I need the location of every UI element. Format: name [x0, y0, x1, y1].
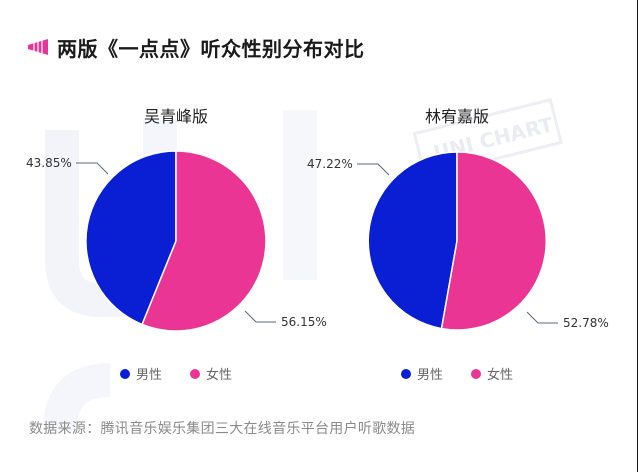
leader-line-male: [76, 162, 109, 175]
leader-line-female: [244, 310, 276, 323]
data-source-note: 数据来源：腾讯音乐娱乐集团三大在线音乐平台用户听歌数据: [29, 421, 416, 437]
male-percentage-label-2: 47.22%: [307, 157, 353, 171]
pie-slice-male[interactable]: [85, 150, 177, 326]
male-percentage-label-1: 43.85%: [26, 156, 72, 170]
header: 两版《一点点》听众性别分布对比: [28, 34, 365, 61]
female-percentage-label-2: 52.78%: [563, 316, 609, 330]
pie-title-2: 林宥嘉版: [424, 107, 489, 126]
legend-label: 女性: [206, 368, 233, 383]
female-dot-icon: [190, 368, 201, 379]
legend-item-female[interactable]: 女性: [190, 364, 232, 383]
pie-chart-2: [357, 151, 558, 331]
legend-item-male[interactable]: 男性: [401, 364, 443, 383]
legend-1: 男性 女性: [120, 364, 260, 383]
pie-slice-male[interactable]: [367, 151, 458, 330]
leader-line-male: [357, 163, 390, 176]
volume-bars-icon: [28, 39, 48, 55]
legend-2: 男性 女性: [401, 364, 541, 383]
legend-item-female[interactable]: 女性: [471, 364, 513, 383]
legend-label: 女性: [487, 368, 514, 383]
pie-title-1: 吴青峰版: [143, 107, 208, 126]
legend-label: 男性: [136, 368, 163, 383]
page-title: 两版《一点点》听众性别分布对比: [57, 36, 365, 61]
pie-chart-1: [76, 150, 276, 332]
female-percentage-label-1: 56.15%: [281, 315, 327, 329]
male-dot-icon: [120, 368, 130, 379]
leader-line-female: [526, 311, 558, 324]
legend-item-male[interactable]: 男性: [120, 364, 162, 383]
pie-slice-female[interactable]: [141, 150, 267, 332]
frame-border: [637, 0, 638, 472]
pie-slice-female[interactable]: [440, 151, 547, 331]
legend-label: 男性: [417, 368, 444, 383]
female-dot-icon: [471, 368, 482, 379]
male-dot-icon: [401, 368, 411, 379]
